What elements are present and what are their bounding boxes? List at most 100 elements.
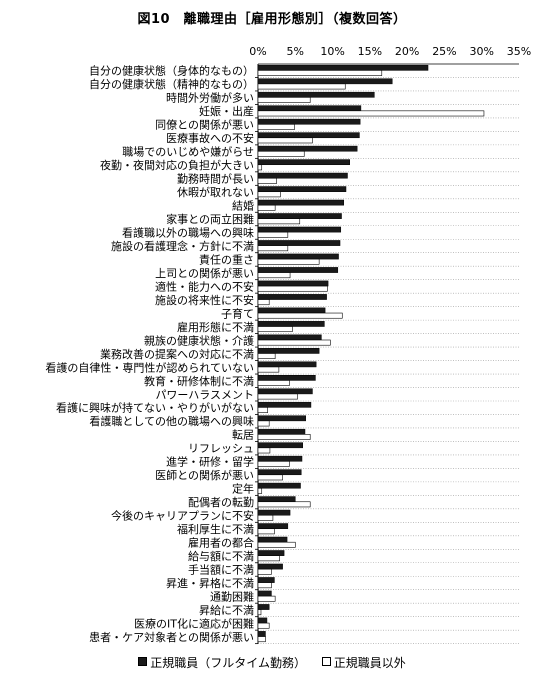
category-label: 患者・ケア対象者との関係が悪い <box>89 630 254 644</box>
category-label: 看護に興味が持てない・やりがいがない <box>56 401 254 415</box>
bar-fulltime <box>257 321 325 327</box>
bar-fulltime <box>257 388 313 395</box>
bar-other <box>257 231 289 238</box>
bar-fulltime <box>257 78 393 85</box>
bar-other <box>257 622 270 629</box>
bar-fulltime <box>257 348 320 354</box>
category-label: 職場でのいじめや嫌がらせ <box>122 145 254 159</box>
bar-other <box>257 312 343 319</box>
bar-fulltime <box>257 172 348 179</box>
bar-other <box>257 568 272 575</box>
bar-fulltime <box>257 253 339 260</box>
bar-fulltime <box>257 307 326 314</box>
bar-other <box>257 461 290 467</box>
category-label: 時間外労働が多い <box>166 91 254 105</box>
bar-other <box>257 447 271 454</box>
bar-fulltime <box>257 536 288 543</box>
bar-other <box>257 353 276 359</box>
bar-fulltime <box>257 428 306 435</box>
x-tick-label: 5% <box>287 45 304 58</box>
bar-fulltime <box>257 105 362 112</box>
bar-fulltime <box>257 469 302 476</box>
category-label: 定年 <box>232 482 254 496</box>
legend-swatch-other <box>321 657 331 666</box>
legend-item-other: 正規職員以外 <box>321 654 406 671</box>
bar-other <box>257 191 281 198</box>
bar-fulltime <box>257 415 306 422</box>
bar-fulltime <box>257 563 283 570</box>
bar-fulltime <box>257 199 345 206</box>
bar-chart: 0% 5% 10% 15% 20% 25% 30% 35% 自分の健康状態（身体的なもの）自分の… <box>45 45 531 645</box>
bar-other <box>257 339 331 346</box>
bar-other <box>257 164 263 171</box>
bar-other <box>257 285 328 292</box>
category-label: 医師との関係が悪い <box>155 468 254 482</box>
bar-other <box>257 595 276 602</box>
category-label: 今後のキャリアプランに不安 <box>111 509 254 523</box>
bar-other <box>257 380 290 386</box>
category-label: 看護の自律性・専門性が認められていない <box>45 360 254 374</box>
bar-other <box>257 272 291 279</box>
bar-other <box>257 541 296 548</box>
category-label: パワーハラスメント <box>155 388 254 401</box>
bar-other <box>257 514 274 521</box>
bar-fulltime <box>257 226 342 233</box>
bar-fulltime <box>257 455 303 462</box>
bar-other <box>257 555 280 562</box>
bar-fulltime <box>257 590 272 597</box>
category-label: リフレッシュ <box>188 442 254 455</box>
category-label: 医療のIT化に適応が困難 <box>134 616 254 630</box>
category-label: 業務改善の提案への対応に不満 <box>100 347 254 361</box>
bar-fulltime <box>257 361 317 368</box>
category-label: 同僚との関係が悪い <box>155 118 254 132</box>
category-label: 休暇が取れない <box>177 185 254 199</box>
category-label: 配偶者の転勤 <box>188 496 254 509</box>
bar-fulltime <box>257 267 339 273</box>
bar-other <box>257 204 276 211</box>
legend-item-fulltime: 正規職員（フルタイム勤務） <box>138 654 306 671</box>
category-label: 自分の健康状態（精神的なもの） <box>89 77 254 91</box>
bar-other <box>257 582 272 589</box>
bar-other <box>257 150 305 157</box>
category-label: 教育・研修体制に不満 <box>144 374 254 388</box>
bar-other <box>257 434 311 440</box>
bar-fulltime <box>257 577 275 583</box>
category-label: 適性・能力への不安 <box>155 279 254 293</box>
category-label: 看護職としての他の職場への興味 <box>89 414 254 428</box>
bar-fulltime <box>257 91 375 98</box>
category-label: 雇用者の都合 <box>188 536 254 550</box>
bar-fulltime <box>257 509 291 516</box>
category-label: 転居 <box>232 429 254 442</box>
x-tick-label: 15% <box>358 45 382 58</box>
bar-other <box>257 326 293 333</box>
bar-fulltime <box>257 159 350 166</box>
bar-fulltime <box>257 523 289 529</box>
legend: 正規職員（フルタイム勤務） 正規職員以外 <box>0 654 544 671</box>
category-label: 通勤困難 <box>210 590 254 603</box>
chart-title: 図10 離職理由［雇用形態別］（複数回答） <box>137 12 407 27</box>
category-label: 家事との両立困難 <box>166 212 254 226</box>
category-label: 昇給に不満 <box>199 603 254 617</box>
category-label: 上司との関係が悪い <box>155 266 254 280</box>
category-label: 雇用形態に不満 <box>177 320 254 334</box>
bar-fulltime <box>257 294 327 300</box>
bar-other <box>257 245 289 252</box>
category-label: 昇進・昇格に不満 <box>166 576 254 590</box>
legend-swatch-fulltime <box>138 657 148 666</box>
bar-other <box>257 366 280 373</box>
x-tick-label: 20% <box>395 45 419 58</box>
category-label: 結婚 <box>232 199 254 213</box>
bar-other <box>257 70 383 76</box>
bar-fulltime <box>257 442 303 449</box>
category-label: 進学・研修・留学 <box>166 455 254 469</box>
category-label: 施設の看護理念・方針に不満 <box>111 239 254 253</box>
legend-label-other: 正規職員以外 <box>333 656 406 670</box>
bar-fulltime <box>257 118 361 125</box>
bar-other <box>257 110 485 117</box>
bar-other <box>257 474 283 481</box>
x-tick-label: 10% <box>320 45 344 58</box>
bar-fulltime <box>257 401 312 408</box>
category-label: 子育て <box>221 306 254 320</box>
category-label: 夜勤・夜間対応の負担が大きい <box>100 158 254 172</box>
bar-other <box>257 609 262 616</box>
